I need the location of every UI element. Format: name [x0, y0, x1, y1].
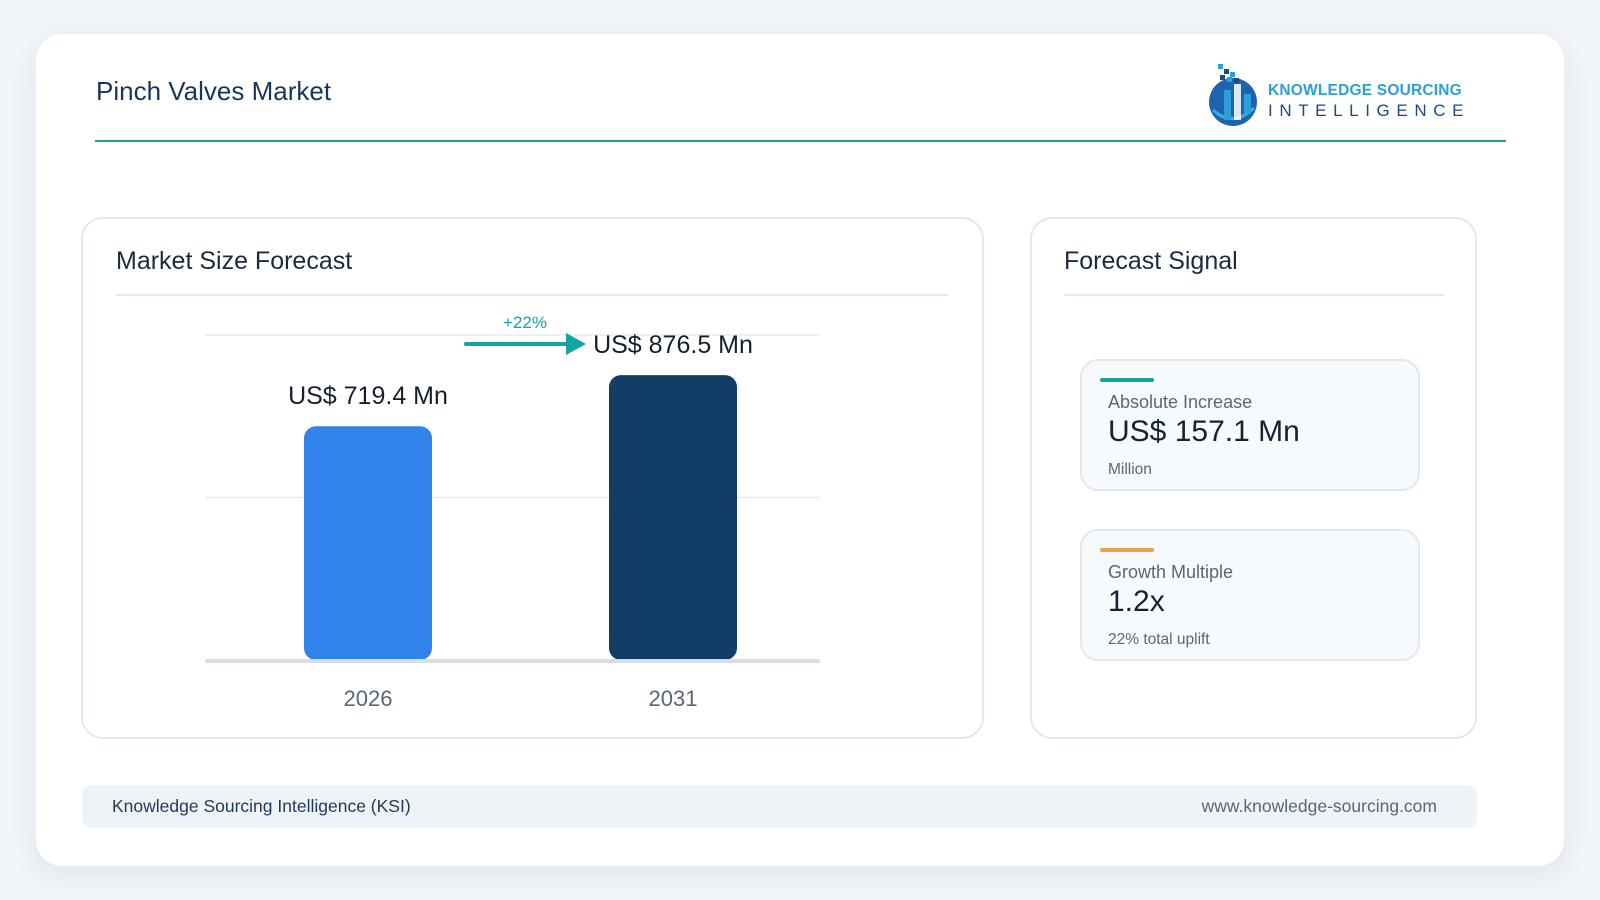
bar-value-label: US$ 876.5 Mn — [593, 331, 753, 359]
header-divider — [95, 140, 1506, 142]
metric-value: US$ 157.1 Mn — [1108, 415, 1300, 448]
footer-website-link[interactable]: www.knowledge-sourcing.com — [1201, 796, 1437, 816]
metric-accent-bar — [1100, 378, 1154, 382]
metric-label: Absolute Increase — [1108, 392, 1253, 412]
signal-panel-title: Forecast Signal — [1064, 247, 1238, 275]
chart-panel-divider — [116, 294, 948, 296]
metric-label: Growth Multiple — [1108, 562, 1234, 582]
logo-text-primary: KNOWLEDGE SOURCING — [1268, 82, 1462, 99]
growth-percent-label: +22% — [503, 313, 547, 332]
bar-2026 — [304, 426, 432, 660]
logo-text-secondary: INTELLIGENCE — [1268, 101, 1471, 120]
metric-accent-bar — [1100, 548, 1154, 552]
signal-panel-divider — [1064, 294, 1444, 296]
metric-subtext: 22% total uplift — [1108, 631, 1210, 648]
metric-subtext: Million — [1108, 461, 1152, 478]
bar-value-label: US$ 719.4 Mn — [288, 382, 448, 410]
ksi-logo-icon — [1209, 64, 1257, 126]
growth-arrow-icon — [566, 333, 586, 355]
absolute-increase-card: Absolute Increase US$ 157.1 Mn Million — [1080, 359, 1420, 491]
x-tick-label: 2026 — [344, 686, 393, 711]
bar-2031 — [609, 375, 737, 660]
metric-value: 1.2x — [1108, 585, 1165, 618]
footer-company: Knowledge Sourcing Intelligence (KSI) — [112, 796, 411, 816]
footer-bar: Knowledge Sourcing Intelligence (KSI) ww… — [82, 785, 1477, 828]
x-tick-label: 2031 — [649, 686, 698, 711]
logo: KNOWLEDGE SOURCING INTELLIGENCE — [1208, 60, 1478, 130]
growth-multiple-card: Growth Multiple 1.2x 22% total uplift — [1080, 529, 1420, 661]
page-title: Pinch Valves Market — [96, 76, 332, 106]
chart-panel-title: Market Size Forecast — [116, 247, 353, 275]
market-size-panel — [81, 217, 984, 739]
